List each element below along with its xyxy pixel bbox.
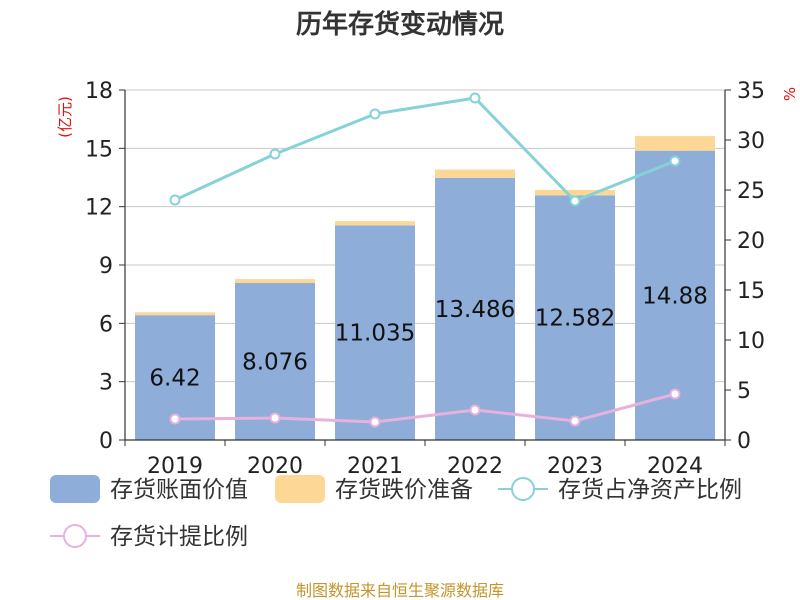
bar-inventory-provision [235, 279, 315, 283]
data-labels: 6.42 8.076 11.035 13.486 12.582 14.88 [149, 283, 708, 391]
point-provision-ratio [269, 412, 281, 424]
point-inventory-to-net-assets [569, 195, 581, 207]
legend-label: 存货跌价准备 [335, 477, 473, 503]
grid [125, 89, 725, 383]
legend-marker [63, 524, 87, 548]
line-provision-ratio [174, 392, 676, 424]
left-tick-label: 6 [99, 312, 113, 337]
legend-label: 存货账面价值 [110, 477, 248, 503]
point-inventory-to-net-assets [269, 148, 281, 160]
legend-swatch [275, 475, 325, 503]
bar-inventory-book-value [335, 225, 415, 440]
point-inventory-to-net-assets [169, 194, 181, 206]
bar-value-label: 14.88 [642, 283, 708, 309]
bar-inventory-provision [535, 189, 615, 196]
bar-inventory-provision [635, 136, 715, 151]
point-provision-ratio [469, 404, 481, 416]
lines [169, 92, 681, 428]
bar-inventory-book-value [435, 177, 515, 440]
left-tick-label: 0 [99, 429, 113, 454]
left-tick-label: 3 [99, 371, 113, 396]
chart-title: 历年存货变动情况 [296, 9, 504, 40]
left-axis-unit: (亿元) [56, 96, 74, 138]
source-note: 制图数据来自恒生聚源数据库 [296, 581, 504, 600]
axes: 0 3 6 9 12 15 18 0 5 10 15 20 25 30 35 2019 2020 2021 2022… [85, 79, 765, 479]
left-tick-label: 12 [85, 196, 113, 221]
right-tick-label: 20 [737, 229, 765, 254]
x-tick-label: 2024 [647, 454, 703, 479]
x-tick-label: 2023 [547, 454, 603, 479]
left-tick-label: 9 [99, 254, 113, 279]
x-tick-label: 2022 [447, 454, 503, 479]
right-tick-label: 0 [737, 429, 751, 454]
right-tick-label: 10 [737, 329, 765, 354]
legend-label: 存货计提比例 [110, 524, 248, 550]
left-tick-label: 15 [85, 137, 113, 162]
legend-marker [511, 477, 535, 501]
point-provision-ratio [569, 415, 581, 427]
bar-value-label: 13.486 [435, 297, 515, 323]
point-provision-ratio [669, 388, 681, 400]
line-inventory-to-net-assets [174, 96, 676, 203]
right-tick-label: 25 [737, 179, 765, 204]
bar-inventory-provision [335, 221, 415, 226]
legend-swatch [50, 475, 100, 503]
legend-label: 存货占净资产比例 [558, 477, 742, 503]
x-tick-label: 2020 [247, 454, 303, 479]
bar-value-label: 6.42 [149, 366, 200, 392]
bars [135, 136, 715, 440]
bar-inventory-provision [435, 169, 515, 178]
x-tick-label: 2021 [347, 454, 403, 479]
x-tick-label: 2019 [147, 454, 203, 479]
bar-value-label: 8.076 [242, 349, 308, 375]
point-provision-ratio [169, 413, 181, 425]
bar-value-label: 11.035 [335, 321, 415, 347]
bar-inventory-book-value [535, 195, 615, 440]
bar-value-label: 12.582 [535, 306, 615, 332]
point-inventory-to-net-assets [669, 155, 681, 167]
point-inventory-to-net-assets [469, 92, 481, 104]
left-tick-label: 18 [85, 79, 113, 104]
point-provision-ratio [369, 416, 381, 428]
point-inventory-to-net-assets [369, 108, 381, 120]
right-tick-label: 15 [737, 279, 765, 304]
right-axis-unit: % [781, 87, 799, 101]
right-tick-label: 35 [737, 79, 765, 104]
bar-inventory-provision [135, 312, 215, 316]
right-tick-label: 30 [737, 129, 765, 154]
right-tick-label: 5 [737, 379, 751, 404]
